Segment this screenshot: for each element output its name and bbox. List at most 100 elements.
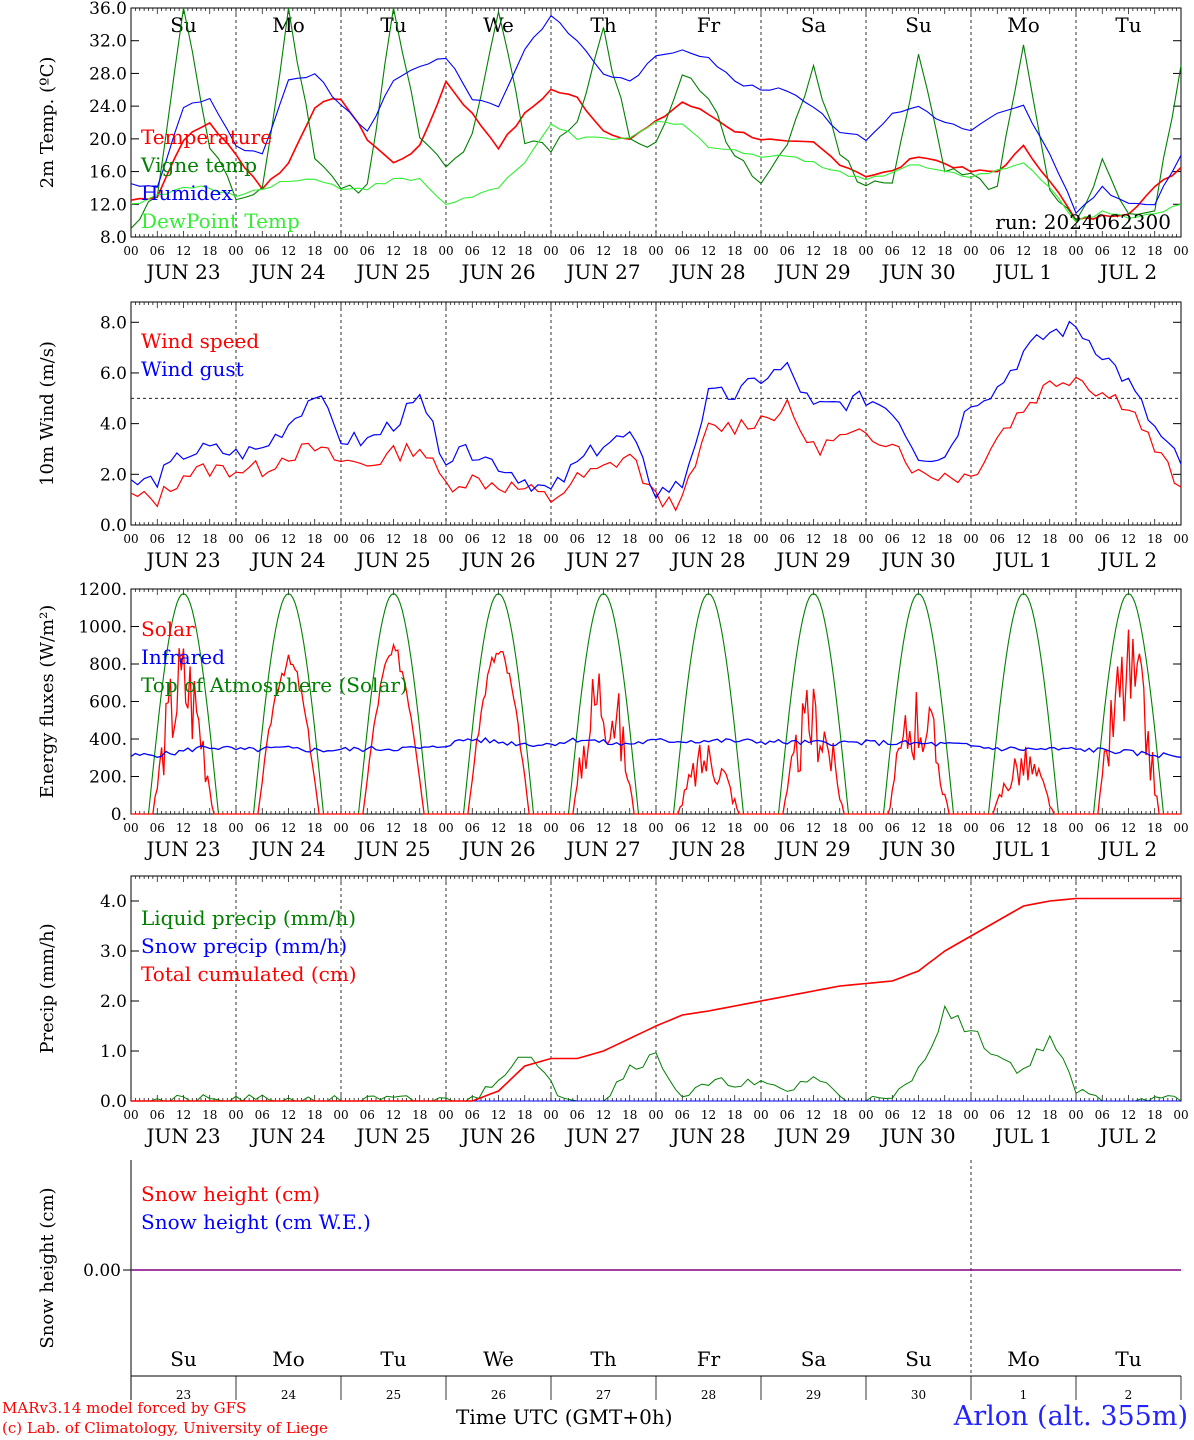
day-number-label: 27 (596, 1388, 611, 1402)
date-label: JUN 23 (144, 548, 220, 572)
date-label: JUN 25 (354, 837, 430, 861)
y-tick-label: 0.0 (100, 1092, 127, 1112)
hour-tick-label: 00 (543, 821, 558, 835)
hour-tick-label: 06 (570, 244, 585, 258)
hour-tick-label: 00 (228, 532, 243, 546)
series-vigne-temp (130, 7, 1182, 229)
hour-tick-label: 00 (333, 532, 348, 546)
hour-tick-label: 12 (491, 1108, 506, 1122)
hour-tick-label: 12 (701, 1108, 716, 1122)
hour-tick-label: 18 (517, 532, 532, 546)
hour-tick-label: 06 (465, 1108, 480, 1122)
series-wind-gust (130, 320, 1182, 500)
date-label: JUN 24 (249, 1124, 325, 1148)
hour-tick-label: 06 (675, 1108, 690, 1122)
hour-tick-label: 00 (963, 821, 978, 835)
y-tick-label: 6.0 (100, 364, 127, 384)
date-label: JUN 26 (459, 260, 535, 284)
weekday-label: Sa (801, 1347, 827, 1371)
weekday-label: Fr (697, 1347, 721, 1371)
hour-tick-label: 06 (780, 1108, 795, 1122)
hour-tick-label: 06 (255, 821, 270, 835)
hour-tick-label: 18 (1147, 1108, 1162, 1122)
hour-tick-label: 12 (911, 244, 926, 258)
hour-tick-label: 12 (491, 532, 506, 546)
hour-tick-label: 18 (517, 821, 532, 835)
hour-tick-label: 06 (885, 1108, 900, 1122)
hour-tick-label: 00 (1068, 1108, 1083, 1122)
hour-tick-label: 06 (150, 821, 165, 835)
hour-tick-label: 00 (753, 244, 768, 258)
weekday-label: Su (170, 1347, 197, 1371)
hour-tick-label: 18 (937, 1108, 952, 1122)
hour-tick-label: 18 (307, 1108, 322, 1122)
hour-tick-label: 00 (1068, 532, 1083, 546)
hour-tick-label: 06 (360, 532, 375, 546)
y-tick-label: 8.0 (100, 228, 127, 248)
hour-tick-label: 00 (648, 821, 663, 835)
hour-tick-label: 12 (1016, 244, 1031, 258)
date-label: JUN 28 (669, 837, 745, 861)
legend-snow-height-cm-: Snow height (cm) (141, 1182, 320, 1206)
hour-tick-label: 12 (596, 244, 611, 258)
hour-tick-label: 12 (1121, 244, 1136, 258)
hour-tick-label: 00 (1173, 244, 1188, 258)
y-tick-label: 4.0 (100, 892, 127, 912)
y-tick-label: 8.0 (100, 313, 127, 333)
y-tick-label: 32.0 (89, 32, 127, 52)
hour-tick-label: 00 (1173, 821, 1188, 835)
hour-tick-label: 12 (491, 821, 506, 835)
hour-tick-label: 00 (858, 1108, 873, 1122)
hour-tick-label: 00 (1068, 244, 1083, 258)
legend-solar: Solar (141, 617, 195, 641)
hour-tick-label: 18 (937, 244, 952, 258)
hour-tick-label: 12 (701, 532, 716, 546)
y-tick-label: 200. (89, 768, 127, 788)
hour-tick-label: 00 (123, 821, 138, 835)
hour-tick-label: 12 (281, 1108, 296, 1122)
y-tick-label: 400. (89, 730, 127, 750)
y-tick-label: 36.0 (89, 0, 127, 19)
hour-tick-label: 00 (228, 1108, 243, 1122)
hour-tick-label: 00 (438, 532, 453, 546)
date-label: JUL 2 (1098, 260, 1157, 284)
hour-tick-label: 18 (832, 1108, 847, 1122)
date-label: JUN 30 (879, 548, 955, 572)
hour-tick-label: 12 (806, 532, 821, 546)
date-label: JUN 27 (564, 837, 640, 861)
date-label: JUL 1 (993, 837, 1052, 861)
weekday-label: Tu (1115, 13, 1141, 37)
y-tick-label: 1000. (78, 618, 127, 638)
date-label: JUL 1 (993, 260, 1052, 284)
date-label: JUN 30 (879, 1124, 955, 1148)
hour-tick-label: 18 (412, 1108, 427, 1122)
legend-dewpoint-temp: DewPoint Temp (141, 209, 300, 233)
y-tick-label: 3.0 (100, 942, 127, 962)
hour-tick-label: 12 (1121, 821, 1136, 835)
hour-tick-label: 00 (963, 1108, 978, 1122)
lab-credit: (c) Lab. of Climatology, University of L… (2, 1419, 328, 1437)
legend-wind-speed: Wind speed (141, 329, 259, 353)
weekday-label: Sa (801, 13, 827, 37)
series-infrared (130, 737, 1182, 759)
day-number-label: 26 (491, 1388, 506, 1402)
date-label: JUN 28 (669, 260, 745, 284)
hour-tick-label: 00 (1173, 1108, 1188, 1122)
hour-tick-label: 18 (727, 532, 742, 546)
series-humidex (130, 14, 1182, 215)
weekday-label: We (483, 1347, 514, 1371)
hour-tick-label: 18 (727, 821, 742, 835)
hour-tick-label: 06 (780, 821, 795, 835)
date-label: JUN 23 (144, 260, 220, 284)
hour-tick-label: 00 (123, 532, 138, 546)
panel-3-frame (130, 588, 1182, 815)
series-wind-speed (130, 376, 1182, 512)
hour-tick-label: 00 (648, 532, 663, 546)
hour-tick-label: 12 (1016, 532, 1031, 546)
weekday-label: We (483, 13, 514, 37)
hour-tick-label: 00 (648, 244, 663, 258)
hour-tick-label: 06 (360, 821, 375, 835)
y-tick-label: 12.0 (89, 195, 127, 215)
hour-tick-label: 00 (1173, 532, 1188, 546)
hour-tick-label: 12 (491, 244, 506, 258)
